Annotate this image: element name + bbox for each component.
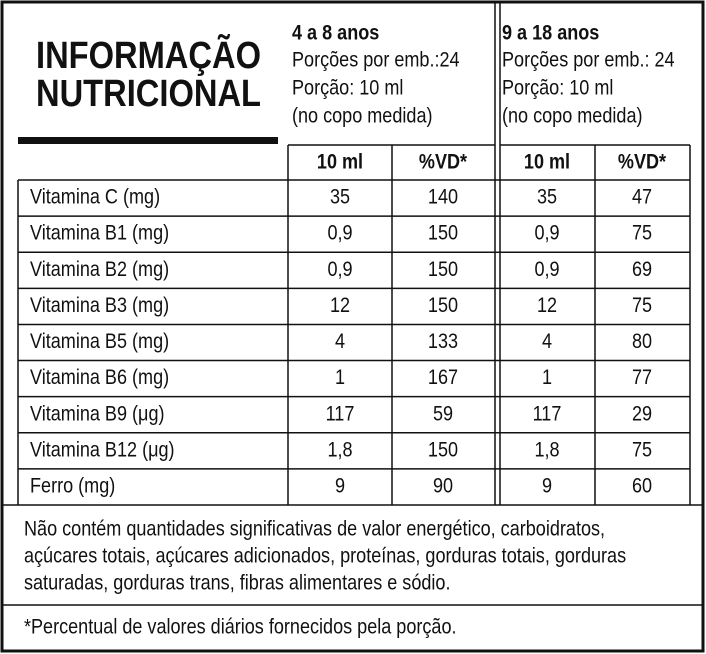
footnote: *Percentual de valores diários fornecido…	[24, 615, 457, 639]
cell-value: 35	[537, 185, 557, 209]
group-info: (no copo medida)	[502, 104, 643, 128]
row-label: Vitamina B5 (mg)	[30, 330, 169, 354]
cell-value: 47	[632, 185, 652, 209]
row-label: Vitamina B3 (mg)	[30, 294, 169, 318]
cell-value: 80	[632, 330, 652, 354]
cell-value: 90	[433, 474, 453, 498]
cell-value: 0,9	[534, 258, 559, 282]
column-header: %VD*	[419, 150, 468, 174]
group-name: 4 a 8 anos	[292, 21, 379, 45]
cell-value: 69	[632, 258, 652, 282]
cell-value: 4	[335, 330, 345, 354]
group-info: Porção: 10 ml	[292, 76, 403, 100]
cell-value: 9	[542, 474, 552, 498]
cell-value: 0,9	[327, 221, 352, 245]
group-info: Porções por emb.:24	[292, 48, 460, 72]
cell-value: 35	[330, 185, 350, 209]
cell-value: 75	[632, 438, 652, 462]
cell-value: 1,8	[327, 438, 352, 462]
cell-value: 77	[632, 366, 652, 390]
row-label: Vitamina B6 (mg)	[30, 366, 169, 390]
cell-value: 9	[335, 474, 345, 498]
cell-value: 133	[428, 330, 458, 354]
cell-value: 60	[632, 474, 652, 498]
row-label: Vitamina B1 (mg)	[30, 221, 169, 245]
title-bar	[18, 137, 278, 144]
cell-value: 150	[428, 258, 458, 282]
group-info: Porções por emb.: 24	[502, 48, 675, 72]
cell-value: 0,9	[327, 258, 352, 282]
note: Não contém quantidades significativas de…	[24, 517, 605, 541]
row-label: Ferro (mg)	[30, 474, 115, 498]
group-info: (no copo medida)	[292, 104, 433, 128]
group-info: Porção: 10 ml	[502, 76, 613, 100]
cell-value: 150	[428, 221, 458, 245]
cell-value: 140	[428, 185, 458, 209]
note: açúcares totais, açúcares adicionados, p…	[24, 544, 626, 568]
cell-value: 1	[542, 366, 552, 390]
cell-value: 12	[330, 294, 350, 318]
cell-value: 59	[433, 402, 453, 426]
cell-value: 1,8	[534, 438, 559, 462]
row-label: Vitamina C (mg)	[30, 185, 160, 209]
cell-value: 150	[428, 294, 458, 318]
cell-value: 12	[537, 294, 557, 318]
cell-value: 167	[428, 366, 458, 390]
cell-value: 150	[428, 438, 458, 462]
cell-value: 0,9	[534, 221, 559, 245]
cell-value: 4	[542, 330, 552, 354]
group-name: 9 a 18 anos	[502, 21, 599, 45]
cell-value: 117	[533, 402, 562, 426]
cell-value: 1	[335, 366, 345, 390]
note: saturadas, gorduras trans, fibras alimen…	[24, 571, 450, 595]
cell-value: 117	[326, 402, 355, 426]
column-header: %VD*	[618, 150, 667, 174]
cell-value: 75	[632, 294, 652, 318]
column-header: 10 ml	[524, 150, 570, 174]
cell-value: 29	[632, 402, 652, 426]
title: INFORMAÇÃO	[36, 34, 261, 77]
column-header: 10 ml	[317, 150, 363, 174]
row-label: Vitamina B2 (mg)	[30, 258, 169, 282]
row-label: Vitamina B12 (μg)	[30, 438, 175, 462]
cell-value: 75	[632, 221, 652, 245]
title: NUTRICIONAL	[36, 72, 261, 115]
row-label: Vitamina B9 (μg)	[30, 402, 165, 426]
